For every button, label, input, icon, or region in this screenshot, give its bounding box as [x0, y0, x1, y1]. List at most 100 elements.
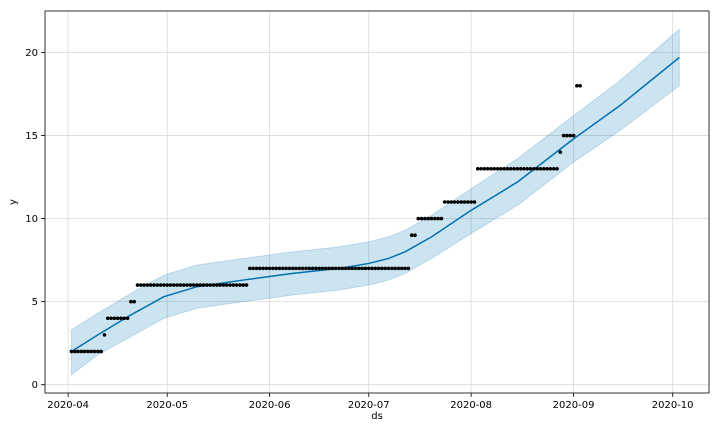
x-tick-label: 2020-06	[249, 400, 291, 411]
observed-point	[310, 266, 315, 271]
observed-point	[330, 266, 335, 271]
observed-point	[162, 283, 166, 287]
observed-point	[551, 166, 556, 171]
x-tick-label: 2020-08	[450, 400, 492, 411]
observed-point	[456, 200, 460, 204]
observed-point	[314, 266, 318, 271]
observed-point	[396, 266, 401, 271]
observed-point	[357, 266, 361, 271]
observed-point	[99, 349, 103, 354]
observed-point	[442, 200, 447, 204]
observed-point	[115, 316, 120, 321]
observed-point	[343, 266, 348, 271]
observed-point	[436, 216, 440, 221]
observed-point	[485, 166, 490, 171]
observed-point	[558, 150, 563, 154]
observed-point	[469, 200, 473, 204]
observed-point	[449, 200, 454, 204]
observed-point	[264, 266, 269, 271]
observed-point	[89, 349, 94, 354]
uncertainty-band-layer	[70, 28, 680, 376]
y-axis-ticks: 0 5 10 15 20	[25, 48, 45, 391]
observed-point	[525, 166, 530, 171]
y-tick-label: 10	[25, 214, 38, 225]
observed-point	[555, 166, 559, 171]
observed-point	[429, 216, 434, 221]
observed-point	[254, 266, 259, 271]
observed-point	[439, 216, 444, 221]
observed-point	[360, 266, 364, 271]
observed-point	[370, 266, 374, 271]
observed-point	[307, 266, 312, 271]
observed-point	[347, 266, 351, 271]
observed-point	[535, 166, 540, 171]
observed-point	[462, 200, 467, 204]
observed-point	[178, 283, 183, 287]
observed-point	[502, 166, 506, 171]
observed-point	[482, 166, 487, 171]
observed-point	[201, 283, 206, 287]
observed-point	[327, 266, 331, 271]
observed-point	[532, 166, 536, 171]
observed-point	[528, 166, 533, 171]
observed-point	[92, 349, 97, 354]
observed-point	[135, 283, 140, 287]
observed-point	[214, 283, 219, 287]
observed-point	[112, 316, 117, 321]
observed-point	[102, 333, 107, 337]
observed-point	[495, 166, 500, 171]
observed-point	[152, 283, 156, 287]
x-tick-label: 2020-10	[652, 400, 694, 411]
observed-point	[238, 283, 242, 287]
x-tick-label: 2020-07	[348, 400, 390, 411]
observed-point	[399, 266, 404, 271]
observed-point	[571, 133, 576, 138]
observed-point	[218, 283, 222, 287]
observed-point	[333, 266, 338, 271]
observed-point	[383, 266, 388, 271]
observed-point	[568, 133, 573, 138]
observed-point	[522, 166, 526, 171]
observed-point	[277, 266, 282, 271]
observed-point	[172, 283, 176, 287]
observed-point	[148, 283, 153, 287]
observed-point	[409, 233, 414, 238]
observed-point	[188, 283, 193, 287]
x-axis-label: ds	[371, 411, 383, 422]
observed-point	[518, 166, 523, 171]
observed-point	[208, 283, 212, 287]
observed-point	[248, 266, 252, 271]
observed-point	[459, 200, 464, 204]
observed-point	[340, 266, 345, 271]
observed-point	[300, 266, 305, 271]
observed-point	[446, 200, 450, 204]
observed-point	[508, 166, 513, 171]
observed-point	[281, 266, 285, 271]
observed-point	[575, 83, 579, 88]
observed-point	[373, 266, 378, 271]
observed-point	[472, 200, 477, 204]
observed-point	[132, 299, 136, 304]
observed-point	[251, 266, 255, 271]
observed-point	[512, 166, 516, 171]
observed-point	[231, 283, 236, 287]
observed-point	[125, 316, 130, 321]
y-tick-label: 5	[32, 297, 38, 308]
observed-point	[376, 266, 381, 271]
observed-point	[390, 266, 394, 271]
observed-point	[479, 166, 483, 171]
observed-point	[324, 266, 328, 271]
observed-point	[119, 316, 123, 321]
observed-point	[69, 349, 74, 354]
observed-point	[545, 166, 549, 171]
observed-point	[96, 349, 100, 354]
observed-point	[165, 283, 170, 287]
observed-point	[274, 266, 279, 271]
observed-point	[139, 283, 143, 287]
observed-point	[304, 266, 308, 271]
observed-point	[538, 166, 543, 171]
x-axis-ticks: 2020-04 2020-05 2020-06 2020-07 2020-08 2020-…	[47, 393, 694, 411]
observed-point	[142, 283, 146, 287]
observed-point	[380, 266, 384, 271]
